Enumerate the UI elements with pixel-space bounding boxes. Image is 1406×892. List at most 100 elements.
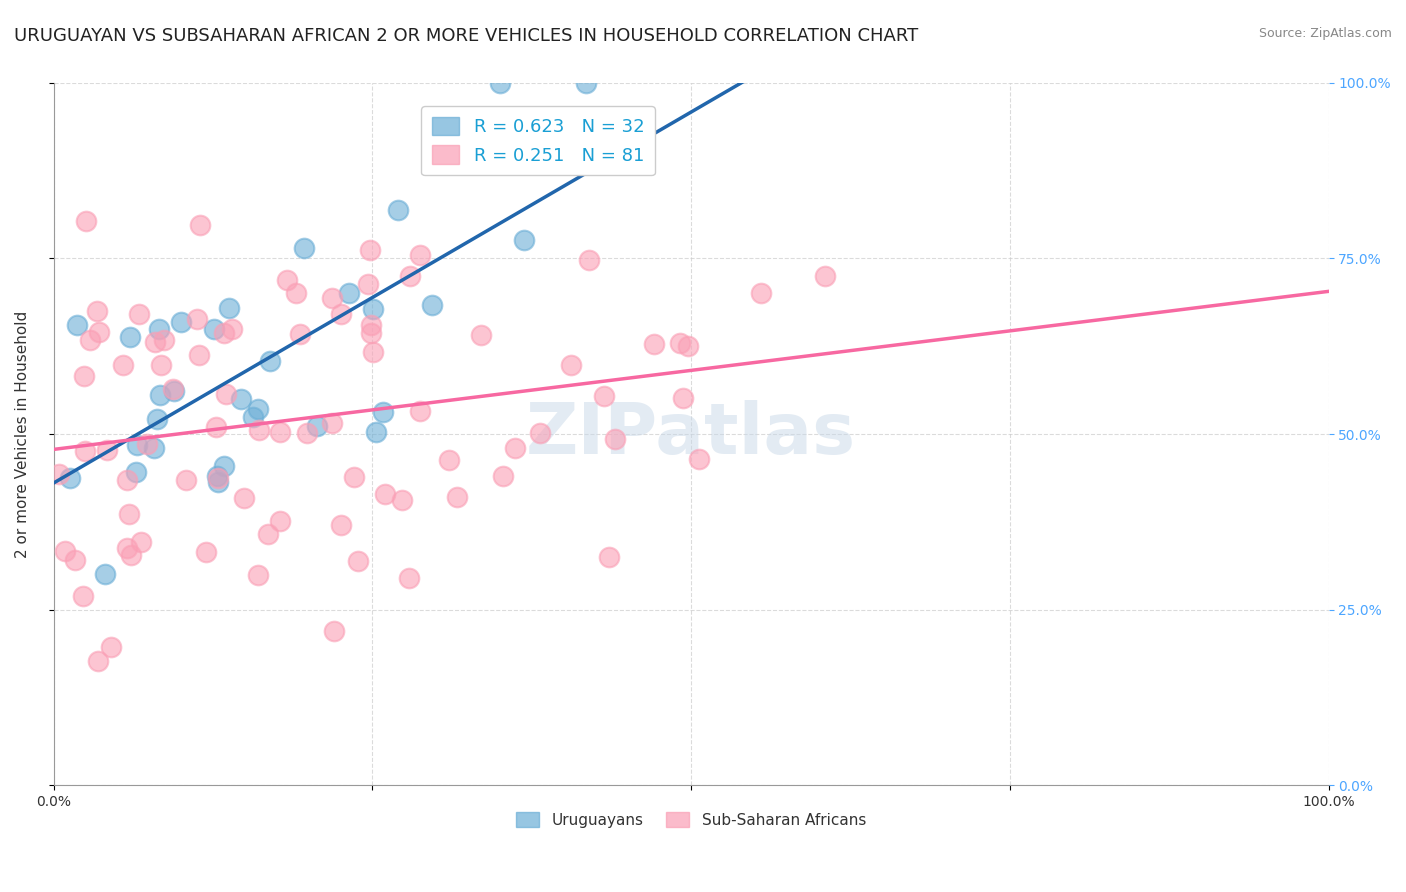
Point	[676, 339, 699, 353]
Point	[578, 253, 600, 268]
Point	[125, 466, 148, 480]
Point	[229, 392, 252, 407]
Point	[391, 493, 413, 508]
Legend: Uruguayans, Sub-Saharan Africans: Uruguayans, Sub-Saharan Africans	[510, 805, 872, 834]
Point	[66, 318, 89, 332]
Point	[128, 307, 150, 321]
Point	[295, 425, 318, 440]
Point	[115, 474, 138, 488]
Point	[170, 315, 193, 329]
Point	[749, 285, 772, 300]
Point	[221, 322, 243, 336]
Point	[560, 358, 582, 372]
Point	[357, 277, 380, 291]
Point	[688, 451, 710, 466]
Point	[79, 333, 101, 347]
Point	[339, 286, 361, 301]
Text: URUGUAYAN VS SUBSAHARAN AFRICAN 2 OR MORE VEHICLES IN HOUSEHOLD CORRELATION CHAR: URUGUAYAN VS SUBSAHARAN AFRICAN 2 OR MOR…	[14, 27, 918, 45]
Point	[284, 285, 307, 300]
Point	[232, 491, 254, 505]
Point	[360, 326, 382, 341]
Point	[48, 467, 70, 481]
Point	[188, 348, 211, 362]
Point	[111, 358, 134, 372]
Point	[321, 291, 343, 305]
Point	[575, 76, 598, 90]
Point	[149, 388, 172, 402]
Point	[371, 405, 394, 419]
Point	[150, 359, 173, 373]
Point	[374, 486, 396, 500]
Point	[218, 301, 240, 315]
Point	[359, 243, 381, 257]
Point	[276, 272, 298, 286]
Point	[361, 345, 384, 359]
Point	[148, 322, 170, 336]
Point	[59, 471, 82, 485]
Point	[364, 425, 387, 440]
Point	[202, 321, 225, 335]
Y-axis label: 2 or more Vehicles in Household: 2 or more Vehicles in Household	[15, 310, 30, 558]
Point	[330, 307, 353, 321]
Text: ZIPatlas: ZIPatlas	[526, 400, 856, 468]
Point	[269, 425, 291, 439]
Point	[212, 326, 235, 341]
Point	[120, 548, 142, 562]
Point	[100, 640, 122, 655]
Point	[470, 328, 492, 343]
Point	[143, 334, 166, 349]
Point	[174, 473, 197, 487]
Point	[643, 337, 665, 351]
Point	[361, 302, 384, 317]
Point	[86, 654, 108, 668]
Point	[142, 441, 165, 455]
Point	[259, 353, 281, 368]
Point	[75, 214, 97, 228]
Point	[188, 218, 211, 232]
Point	[120, 330, 142, 344]
Point	[346, 554, 368, 568]
Point	[117, 541, 139, 556]
Point	[125, 438, 148, 452]
Point	[492, 469, 515, 483]
Point	[292, 241, 315, 255]
Point	[269, 514, 291, 528]
Point	[409, 404, 432, 418]
Point	[529, 426, 551, 441]
Point	[513, 234, 536, 248]
Point	[503, 441, 526, 455]
Point	[360, 318, 382, 333]
Point	[195, 545, 218, 559]
Point	[152, 333, 174, 347]
Point	[186, 312, 208, 326]
Point	[288, 326, 311, 341]
Point	[205, 468, 228, 483]
Point	[321, 416, 343, 430]
Point	[205, 419, 228, 434]
Point	[207, 470, 229, 484]
Point	[86, 303, 108, 318]
Point	[136, 437, 159, 451]
Point	[342, 470, 364, 484]
Point	[247, 423, 270, 437]
Point	[73, 368, 96, 383]
Point	[305, 418, 328, 433]
Point	[409, 247, 432, 261]
Point	[668, 335, 690, 350]
Point	[329, 517, 352, 532]
Point	[93, 567, 115, 582]
Point	[72, 589, 94, 603]
Point	[63, 553, 86, 567]
Point	[212, 458, 235, 473]
Point	[598, 549, 620, 564]
Point	[437, 452, 460, 467]
Point	[87, 325, 110, 339]
Point	[813, 269, 835, 284]
Point	[242, 409, 264, 424]
Point	[247, 568, 270, 582]
Point	[446, 490, 468, 504]
Point	[96, 443, 118, 458]
Point	[215, 387, 238, 401]
Text: Source: ZipAtlas.com: Source: ZipAtlas.com	[1258, 27, 1392, 40]
Point	[129, 535, 152, 549]
